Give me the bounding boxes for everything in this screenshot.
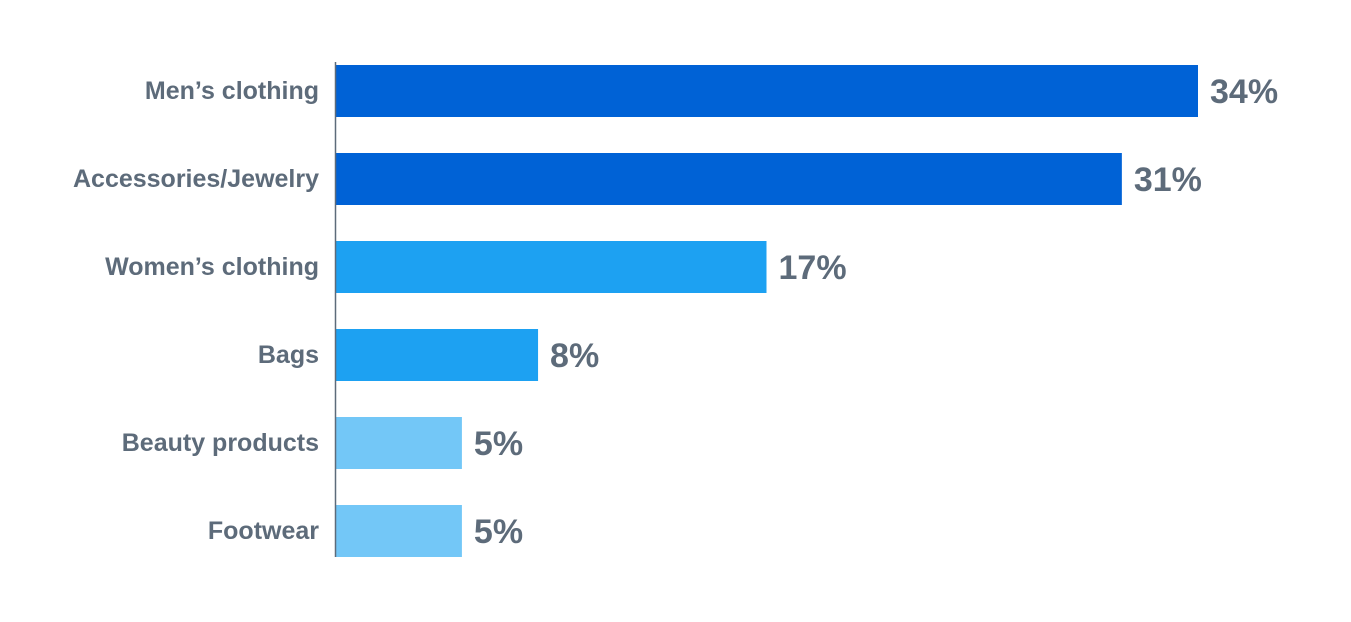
category-label-footwear: Footwear (208, 517, 319, 545)
value-label-accessories-jewelry: 31% (1134, 161, 1202, 199)
bars-group (335, 65, 1198, 557)
category-labels: Men’s clothing Accessories/Jewelry Women’s… (73, 77, 319, 545)
value-label-men-s-clothing: 34% (1210, 73, 1278, 111)
value-label-women-s-clothing: 17% (779, 249, 847, 287)
category-label-beauty-products: Beauty products (122, 429, 319, 457)
bar-footwear (335, 505, 462, 557)
bar-men-s-clothing (335, 65, 1198, 117)
value-label-beauty-products: 5% (474, 425, 523, 463)
value-label-bags: 8% (550, 337, 599, 375)
category-label-accessories-jewelry: Accessories/Jewelry (73, 165, 319, 193)
category-label-women-s-clothing: Women’s clothing (105, 253, 319, 281)
bar-beauty-products (335, 417, 462, 469)
category-label-bags: Bags (258, 341, 319, 369)
category-label-men-s-clothing: Men’s clothing (145, 77, 319, 105)
bar-women-s-clothing (335, 241, 767, 293)
bar-accessories-jewelry (335, 153, 1122, 205)
bar-bags (335, 329, 539, 381)
value-label-footwear: 5% (474, 513, 523, 551)
value-labels: 34% 31% 17% 8% 5% 5% (474, 73, 1278, 551)
